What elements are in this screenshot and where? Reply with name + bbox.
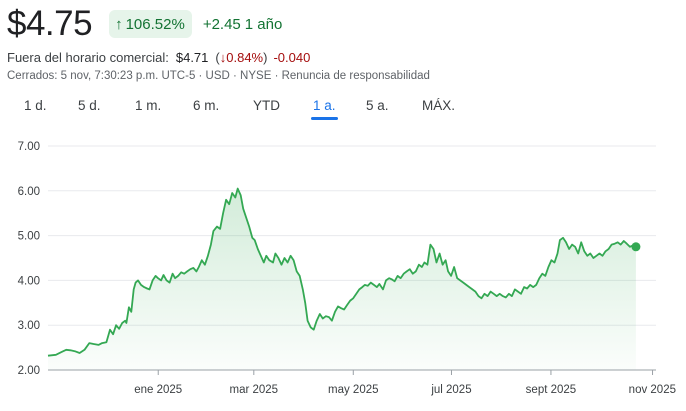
paren-open: ( bbox=[215, 50, 220, 65]
y-tick-label: 3.00 bbox=[18, 320, 40, 332]
after-hours-row: Fuera del horario comercial: $4.71 (↓0.8… bbox=[7, 50, 310, 65]
y-tick-label: 4.00 bbox=[18, 275, 40, 287]
arrow-up-icon: ↑ bbox=[115, 15, 123, 33]
price-chart[interactable]: 7.00 6.00 5.00 4.00 3.00 2.00 ene 2025 mar 202… bbox=[0, 130, 686, 411]
change-absolute: +2.45 bbox=[202, 15, 241, 33]
after-hours-percent-group: (↓0.84%) bbox=[215, 50, 267, 65]
after-hours-absolute: -0.040 bbox=[273, 50, 311, 65]
x-tick-label: ene 2025 bbox=[134, 384, 182, 396]
y-axis-labels: 7.00 6.00 5.00 4.00 3.00 2.00 bbox=[18, 141, 40, 377]
x-tick-label: jul 2025 bbox=[430, 384, 471, 396]
range-tab-1[interactable]: 5 d. bbox=[78, 98, 101, 113]
range-tab-5[interactable]: 1 a. bbox=[311, 96, 338, 120]
price-header: $4.75 ↑ 106.52% +2.45 1 año bbox=[7, 4, 282, 44]
paren-close: ) bbox=[263, 50, 268, 65]
current-price: $4.75 bbox=[7, 4, 93, 43]
after-hours-price: $4.71 bbox=[175, 50, 209, 65]
change-percent: 106.52% bbox=[125, 15, 185, 33]
arrow-down-icon: ↓ bbox=[219, 50, 227, 65]
y-tick-label: 5.00 bbox=[18, 231, 40, 243]
price-area-fill bbox=[48, 188, 636, 370]
price-line bbox=[47, 187, 637, 357]
change-absolute-group: +2.45 1 año bbox=[203, 16, 283, 33]
change-badge: ↑ 106.52% bbox=[109, 10, 192, 38]
range-tabs: 1 d. 5 d. 1 m. 6 m. YTD 1 a. 5 a. MÁX. bbox=[0, 96, 686, 122]
range-tab-0[interactable]: 1 d. bbox=[24, 98, 47, 113]
y-tick-label: 7.00 bbox=[18, 141, 40, 153]
x-tick-label: may 2025 bbox=[328, 384, 379, 396]
after-hours-label: Fuera del horario comercial: bbox=[7, 50, 169, 65]
range-tab-6[interactable]: 5 a. bbox=[366, 98, 389, 113]
range-tab-2[interactable]: 1 m. bbox=[135, 98, 162, 113]
range-tab-4[interactable]: YTD bbox=[253, 98, 280, 113]
after-hours-percent: 0.84% bbox=[226, 50, 264, 65]
market-status-meta: Cerrados: 5 nov, 7:30:23 p.m. UTC-5 · US… bbox=[7, 70, 430, 82]
range-tab-3[interactable]: 6 m. bbox=[193, 98, 220, 113]
x-tick-label: nov 2025 bbox=[629, 384, 676, 396]
last-price-dot bbox=[631, 242, 641, 252]
x-tick-label: mar 2025 bbox=[230, 384, 279, 396]
change-period: 1 año bbox=[244, 15, 283, 33]
x-axis-ticks: ene 2025 mar 2025 may 2025 jul 2025 sept 202… bbox=[134, 370, 676, 396]
y-tick-label: 6.00 bbox=[18, 186, 40, 198]
y-tick-label: 2.00 bbox=[18, 365, 40, 377]
range-tab-7[interactable]: MÁX. bbox=[422, 98, 456, 113]
x-tick-label: sept 2025 bbox=[526, 384, 577, 396]
